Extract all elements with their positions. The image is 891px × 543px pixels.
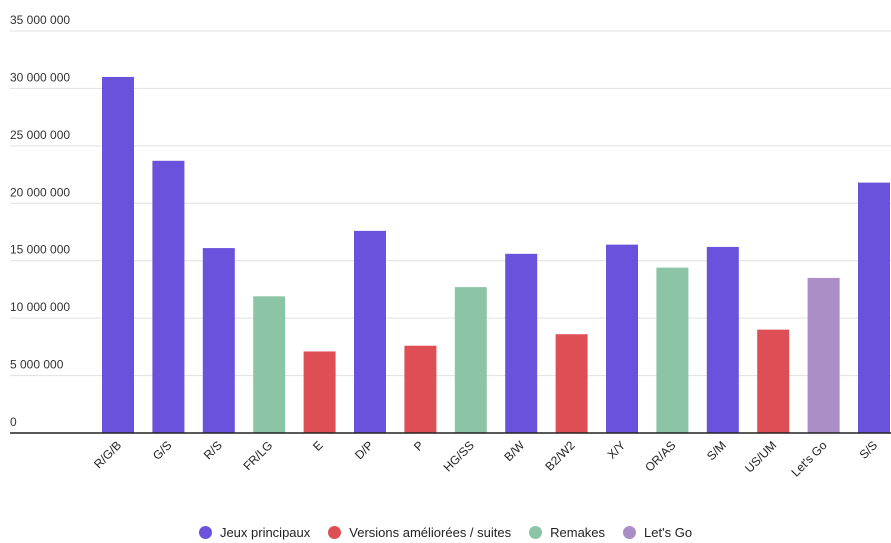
x-tick-label: G/S — [150, 438, 175, 463]
legend-swatch-enhanced — [328, 525, 342, 539]
x-tick-label: S/S — [857, 438, 881, 462]
x-tick-label: S/M — [704, 438, 729, 463]
bar — [706, 246, 739, 433]
y-tick-label: 5 000 000 — [10, 358, 64, 372]
y-tick-label: 20 000 000 — [10, 185, 70, 199]
legend-swatch-letsgo — [623, 525, 637, 539]
x-tick-label: Let's Go — [788, 438, 829, 479]
grid-lines — [10, 30, 891, 377]
x-axis-category-labels: R/G/B G/S R/S FR/LG E D/P P HG/SS B/W B2/W2 X/Y OR/… — [91, 438, 880, 480]
bar — [152, 160, 185, 433]
bar — [404, 345, 437, 433]
x-tick-label: R/S — [201, 438, 225, 462]
legend-label-enhanced: Versions améliorées / suites — [349, 524, 512, 540]
legend-label-main: Jeux principaux — [219, 524, 311, 540]
x-tick-label: OR/AS — [642, 438, 678, 474]
legend-label-letsgo: Let's Go — [644, 524, 693, 540]
bar — [858, 182, 890, 433]
bar — [202, 248, 235, 433]
bar — [354, 230, 386, 433]
legend-label-remakes: Remakes — [550, 524, 606, 540]
x-tick-label: US/UM — [742, 438, 779, 475]
legend: Jeux principaux Versions améliorées / su… — [0, 521, 891, 543]
bar — [102, 76, 134, 433]
x-tick-label: R/G/B — [91, 438, 124, 471]
x-tick-label: B2/W2 — [542, 438, 578, 474]
legend-item-remakes: Remakes — [529, 525, 605, 540]
bar — [253, 296, 286, 433]
y-tick-label: 30 000 000 — [10, 70, 70, 84]
legend-item-enhanced: Versions améliorées / suites — [328, 525, 511, 540]
x-tick-label: D/P — [352, 438, 376, 462]
bar — [505, 253, 538, 433]
legend-item-main: Jeux principaux — [198, 524, 311, 540]
y-tick-label: 25 000 000 — [10, 128, 70, 142]
bar — [606, 244, 638, 433]
y-axis-tick-labels: 0 5 000 000 10 000 000 15 000 000 20 000 000… — [10, 13, 70, 429]
bar — [656, 267, 689, 433]
y-tick-label: 10 000 000 — [10, 300, 70, 314]
legend-swatch-remakes — [529, 525, 543, 539]
y-tick-label: 15 000 000 — [10, 243, 70, 257]
x-tick-label: E — [310, 438, 326, 454]
legend-item-letsgo: Let's Go — [623, 525, 692, 540]
bar — [555, 334, 588, 433]
x-tick-label: FR/LG — [240, 438, 275, 473]
bar — [757, 329, 790, 433]
bar-chart: 0 5 000 000 10 000 000 15 000 000 20 000 000… — [10, 13, 891, 480]
x-tick-label: X/Y — [605, 438, 629, 462]
y-tick-label: 35 000 000 — [10, 13, 70, 27]
bar — [454, 287, 487, 433]
x-tick-label: P — [411, 438, 427, 454]
bar — [807, 277, 840, 433]
x-tick-label: HG/SS — [441, 438, 477, 474]
bar — [303, 351, 336, 433]
bars — [102, 76, 890, 433]
y-tick-label: 0 — [10, 415, 17, 429]
x-tick-label: B/W — [501, 438, 527, 464]
legend-swatch-main — [198, 525, 212, 539]
